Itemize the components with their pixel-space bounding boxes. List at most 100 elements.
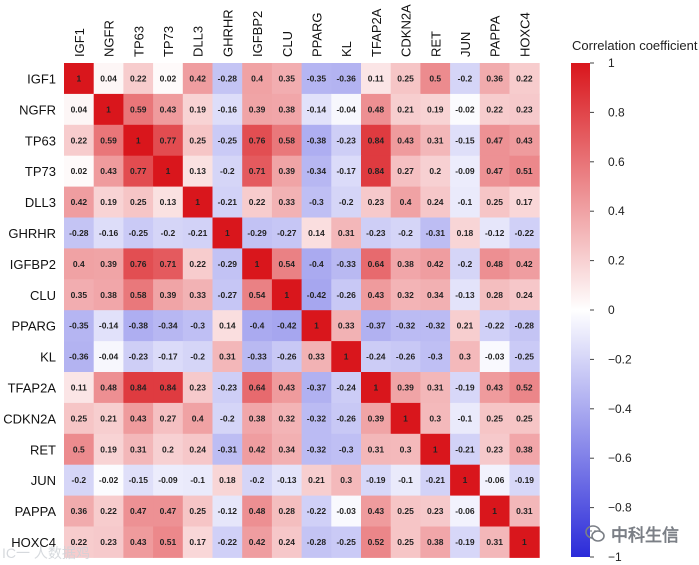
- heatmap-cell: [242, 217, 273, 249]
- cell-value-label: -0.04: [99, 352, 119, 362]
- cell-value-label: 0.25: [397, 506, 414, 516]
- heatmap-cell: [153, 372, 184, 404]
- cell-value-label: -0.23: [366, 228, 386, 238]
- heatmap-cell: [153, 155, 184, 188]
- cell-value-label: -0.29: [247, 228, 267, 238]
- watermark-right-text: 中科生信: [611, 526, 679, 545]
- heatmap-cell: [93, 464, 124, 497]
- cell-value-label: 0.24: [278, 537, 295, 547]
- heatmap-cell: [242, 155, 273, 188]
- heatmap-cell: [64, 310, 95, 342]
- heatmap-cell: [390, 248, 421, 280]
- heatmap-cell: [271, 248, 303, 280]
- cell-value-label: 0.52: [516, 382, 533, 392]
- heatmap-cell: [93, 279, 124, 311]
- cell-value-label: -0.04: [336, 104, 356, 114]
- heatmap-cell: [420, 93, 451, 126]
- cell-value-label: 0.02: [71, 166, 88, 176]
- heatmap-cell: [390, 93, 421, 126]
- heatmap-cell: [93, 433, 124, 466]
- cell-value-label: 1: [403, 413, 408, 423]
- cell-value-label: -0.36: [336, 73, 356, 83]
- heatmap-cell: [331, 464, 362, 497]
- row-label: TP73: [25, 164, 56, 179]
- heatmap-cell: [64, 526, 95, 558]
- heatmap-cell: [331, 279, 362, 311]
- cell-value-label: -0.28: [515, 321, 535, 331]
- heatmap-cell: [390, 464, 421, 497]
- cell-value-label: -0.36: [69, 352, 89, 362]
- cell-value-label: 0.36: [71, 506, 88, 516]
- heatmap-cell: [361, 402, 392, 435]
- heatmap-cell: [271, 279, 303, 311]
- cell-value-label: -0.1: [190, 475, 205, 485]
- heatmap-cell: [479, 402, 510, 435]
- cell-value-label: -0.19: [455, 382, 475, 392]
- cell-value-label: 0.23: [427, 506, 444, 516]
- heatmap-cell: [182, 464, 213, 497]
- cell-value-label: -0.2: [72, 475, 87, 485]
- row-labels: IGF1 NGFR TP63 TP73 DLL3 GHRHR IGFBP2 CLU PPARG K…: [3, 71, 56, 550]
- heatmap-cell: [153, 279, 184, 311]
- heatmap-cell: [420, 310, 451, 342]
- cell-value-label: 0.13: [189, 166, 206, 176]
- cell-value-label: -0.03: [336, 506, 356, 516]
- heatmap-cell: [450, 310, 481, 342]
- heatmap-cell: [331, 93, 362, 126]
- column-label: PPARG: [309, 12, 324, 57]
- heatmap-cell: [242, 464, 273, 497]
- cell-value-label: 0.28: [278, 506, 295, 516]
- cell-value-label: -0.26: [336, 290, 356, 300]
- heatmap-cell: [509, 464, 540, 497]
- cell-value-label: -0.3: [309, 197, 324, 207]
- heatmap-cell: [509, 93, 540, 126]
- cell-value-label: -0.2: [339, 197, 354, 207]
- cell-value-label: -0.21: [218, 197, 238, 207]
- heatmap-cell: [331, 433, 362, 466]
- cell-value-label: 0.42: [249, 444, 266, 454]
- heatmap-cell: [361, 63, 392, 95]
- heatmap-cell: [212, 402, 243, 435]
- cell-value-label: 0.24: [427, 197, 444, 207]
- cell-value-label: 1: [314, 321, 319, 331]
- heatmap-cell: [479, 433, 510, 466]
- heatmap-cell: [390, 124, 421, 157]
- heatmap-cell: [212, 63, 243, 95]
- colorbar: Correlation coefficient 1 0.8 0.6 0.4 0.2 0 −0…: [571, 38, 698, 564]
- heatmap-cell: [479, 310, 510, 342]
- cell-value-label: -0.25: [218, 135, 238, 145]
- cell-value-label: 0.22: [100, 506, 117, 516]
- heatmap-cell: [242, 526, 273, 558]
- cell-value-label: -0.34: [307, 166, 327, 176]
- cell-value-label: -0.1: [458, 197, 473, 207]
- heatmap-cell: [123, 526, 154, 558]
- heatmap-cell: [301, 248, 332, 280]
- cell-value-label: 0.43: [130, 537, 147, 547]
- cell-value-label: -0.38: [307, 135, 327, 145]
- heatmap-cell: [182, 155, 213, 188]
- cell-value-label: 0.51: [516, 166, 533, 176]
- cell-value-label: 0.3: [400, 444, 412, 454]
- cell-value-label: 0.43: [397, 135, 414, 145]
- heatmap-cell: [420, 341, 451, 373]
- cell-value-label: 1: [344, 352, 349, 362]
- heatmap-cell: [123, 124, 154, 157]
- heatmap-cell: [331, 372, 362, 404]
- cell-value-label: -0.27: [277, 228, 297, 238]
- cell-value-label: 0.31: [130, 444, 147, 454]
- row-label: PPARG: [11, 319, 56, 334]
- heatmap-cell: [242, 402, 273, 435]
- row-label: PAPPA: [15, 504, 57, 519]
- cell-value-label: 0.39: [100, 259, 117, 269]
- heatmap-cell: [509, 63, 540, 95]
- heatmap-cell: [271, 63, 303, 95]
- cell-value-label: -0.25: [336, 537, 356, 547]
- heatmap-cell: [64, 248, 95, 280]
- cell-value-label: 0.42: [71, 197, 88, 207]
- cell-value-label: -0.34: [158, 321, 178, 331]
- cell-value-label: -0.25: [129, 228, 149, 238]
- heatmap-cell: [212, 93, 243, 126]
- cell-value-label: 0.76: [130, 259, 147, 269]
- cell-value-label: -0.09: [455, 166, 475, 176]
- cell-value-label: 0.19: [100, 444, 117, 454]
